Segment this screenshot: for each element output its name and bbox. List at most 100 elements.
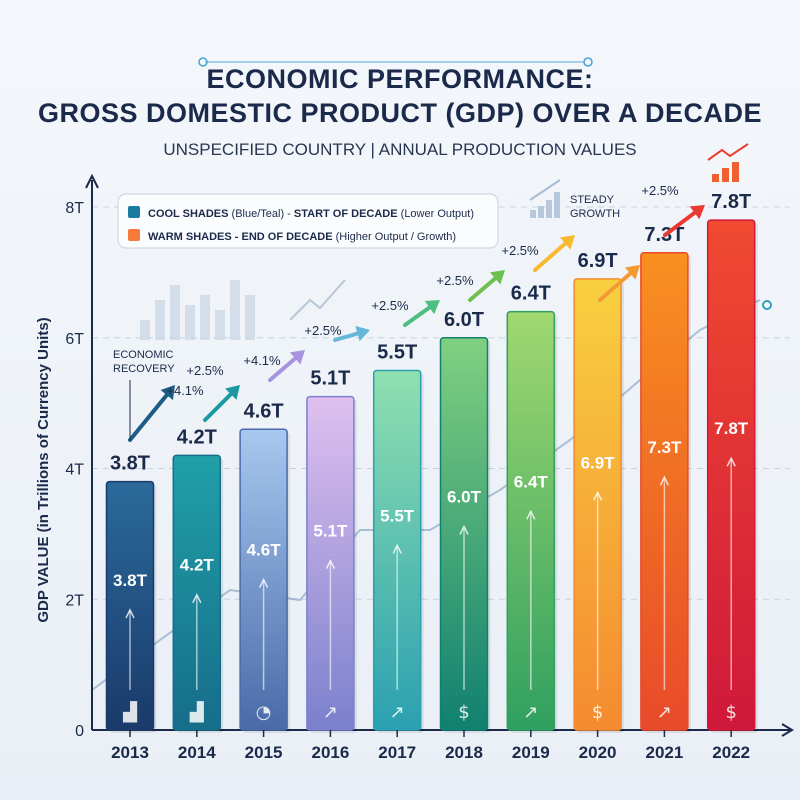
legend-label: WARM SHADES - END OF DECADE (Higher Outp… [148, 231, 456, 243]
decorative-growth-icon [529, 179, 561, 201]
growth-arrow [533, 238, 571, 272]
bar-inner-value-label: 5.1T [313, 522, 348, 541]
x-tick-label: 2015 [245, 743, 283, 762]
chart-subtitle: UNSPECIFIED COUNTRY | ANNUAL PRODUCTION … [163, 140, 637, 159]
growth-arrowhead-icon [559, 235, 575, 250]
growth-label: +2.5% [436, 273, 474, 288]
donut-chart-icon: ◔ [256, 702, 272, 723]
factory-icon: ▟ [122, 701, 138, 723]
bar-inner-value-label: 7.3T [647, 438, 682, 457]
bar-inner-arrow-icon [325, 558, 336, 569]
growth-arrowhead-icon [289, 350, 305, 365]
decorative-bar-icon [200, 295, 210, 340]
decorative-bar-icon [140, 320, 150, 340]
x-tick-label: 2021 [645, 743, 683, 762]
legend-label-part: START OF DECADE [294, 208, 398, 220]
growth-arrowhead-icon [624, 265, 640, 280]
red-growth-chart-icon [712, 174, 719, 182]
growth-arrowhead-icon [355, 325, 370, 342]
growth-arrow [663, 207, 701, 237]
red-growth-chart-icon [707, 143, 749, 161]
x-tick-label: 2013 [111, 743, 149, 762]
bar-inner-value-label: 4.6T [247, 541, 282, 560]
growth-arrow [203, 388, 237, 422]
growth-arrowhead-icon [489, 270, 505, 285]
legend-swatch [128, 206, 140, 218]
growth-arrow [268, 353, 301, 382]
bar-inner-arrow-icon [392, 543, 402, 554]
x-tick-label: 2016 [311, 743, 349, 762]
growth-label: +4.1% [166, 383, 204, 398]
growth-arrowhead-icon [424, 300, 440, 315]
decorative-bar-icon [215, 310, 225, 340]
bar-inner-arrow-icon [526, 509, 536, 520]
growth-arrow [128, 389, 172, 442]
y-tick-label: 8T [65, 200, 84, 217]
annotation-steady-growth: STEADY [570, 194, 615, 206]
legend-box [117, 193, 499, 249]
bar-inner-arrow-icon [726, 456, 736, 467]
bar-value-label: 6.4T [511, 283, 551, 305]
growth-arrowhead-icon [689, 205, 705, 220]
bar-inner-value-label: 5.5T [380, 506, 415, 525]
decorative-bar-icon [245, 295, 255, 340]
growth-arrowhead-icon [225, 385, 240, 400]
bar-inner-value-label: 7.8T [714, 419, 749, 438]
dollar-coin-icon: $ [592, 702, 603, 723]
decorative-bar-icon [170, 285, 180, 340]
bar-growth-icon: ↗ [323, 702, 338, 723]
decorative-growth-icon [546, 200, 552, 218]
legend-label-part: WARM SHADES - END OF DECADE [148, 231, 333, 243]
growth-arrow [598, 268, 636, 302]
bar-inner-value-label: 6.9T [581, 453, 616, 472]
growth-label: +2.5% [304, 323, 342, 338]
y-tick-label: 6T [65, 331, 84, 348]
bar-inner-arrow-icon [659, 475, 670, 486]
line-chart-icon: ↗ [390, 702, 405, 723]
bar-inner-arrow-icon [258, 577, 269, 588]
bar-value-label: 6.0T [444, 309, 484, 331]
legend-swatch [128, 229, 140, 241]
decorative-growth-icon [538, 206, 544, 218]
bar-2013 [105, 480, 155, 731]
x-tick-label: 2022 [712, 743, 750, 762]
decorative-line-chart-icon [289, 279, 346, 321]
title-decoration-dot [198, 57, 208, 67]
decorative-bar-icon [185, 305, 195, 340]
growth-label: +2.5% [371, 298, 409, 313]
bar-value-label: 6.9T [578, 250, 618, 272]
growth-arrow [468, 273, 501, 302]
bar-value-label: 3.8T [110, 453, 150, 475]
bar-inner-value-label: 3.8T [113, 571, 148, 590]
red-growth-chart-icon [722, 168, 729, 182]
title-decoration-dot [583, 57, 593, 67]
y-tick-label: 4T [65, 462, 84, 479]
legend-label-part: (Lower Output) [398, 208, 474, 220]
bar-value-label: 4.2T [177, 426, 217, 448]
y-tick-label: 2T [65, 592, 84, 609]
legend-label-part: (Higher Output / Growth) [333, 231, 457, 243]
x-tick-label: 2014 [178, 743, 216, 762]
decorative-bar-icon [155, 300, 165, 340]
trend-end-marker [762, 300, 772, 310]
growth-label: +2.5% [501, 243, 539, 258]
bar-value-label: 5.5T [377, 341, 417, 363]
legend-label: COOL SHADES (Blue/Teal) - START OF DECAD… [148, 208, 474, 220]
x-tick-label: 2017 [378, 743, 416, 762]
chart-title: ECONOMIC PERFORMANCE: GROSS DOMESTIC PRO… [0, 62, 800, 130]
legend-label-part: COOL SHADES [148, 208, 228, 220]
y-tick-label: 0 [75, 723, 84, 740]
annotation-economic-recovery: RECOVERY [113, 363, 175, 375]
decorative-growth-icon [554, 192, 560, 218]
growth-label: +4.1% [243, 353, 281, 368]
x-tick-label: 2019 [512, 743, 550, 762]
x-tick-label: 2020 [579, 743, 617, 762]
bar-inner-arrow-icon [192, 593, 202, 604]
bar-inner-value-label: 6.4T [514, 472, 549, 491]
bar-inner-value-label: 6.0T [447, 487, 482, 506]
factory-icon: ▟ [189, 701, 205, 723]
money-bag-hand-icon: $ [725, 702, 736, 723]
bar-inner-value-label: 4.2T [180, 556, 215, 575]
legend-label-part: (Blue/Teal) - [228, 208, 293, 220]
